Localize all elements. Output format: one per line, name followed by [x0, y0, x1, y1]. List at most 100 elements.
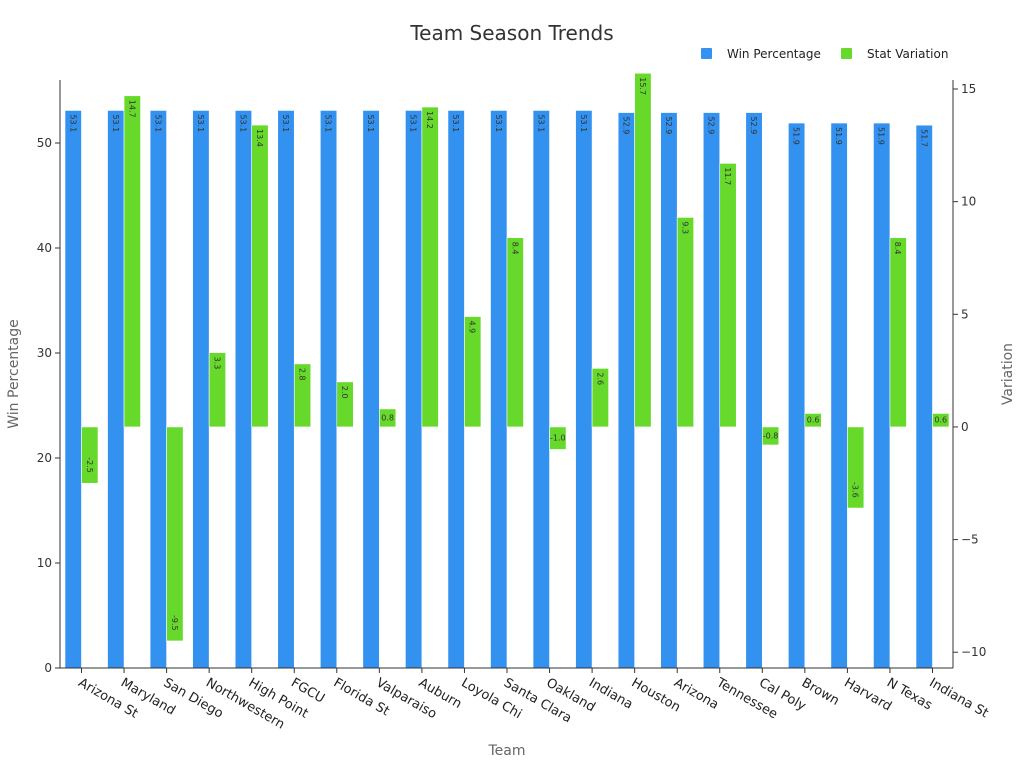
data-label-stat-variation-harvard: -3.6	[851, 482, 860, 498]
data-label-stat-variation-santa-clara: 8.4	[510, 242, 519, 255]
legend-label-win-percentage: Win Percentage	[727, 47, 821, 61]
bar-stat-variation-harvard	[847, 426, 865, 509]
bar-stat-variation-arizona-st	[81, 426, 99, 484]
bar-stat-variation-n-texas	[889, 237, 907, 428]
bar-stat-variation-cal-poly	[761, 426, 780, 446]
bar-stat-variation-valparaiso	[379, 408, 397, 428]
bar-stat-variation-tennessee	[719, 163, 737, 428]
bar-win-percentage-santa-clara	[490, 110, 508, 669]
data-label-win-percentage-loyola-chi: 53.1	[451, 114, 460, 132]
y-axis-ticks: 0 10 20 30 40 50	[37, 136, 60, 675]
data-label-stat-variation-houston: 15.7	[638, 77, 647, 95]
bar-stat-variation-fgcu	[293, 363, 312, 428]
legend-label-stat-variation: Stat Variation	[867, 47, 948, 61]
data-label-win-percentage-indiana: 53.1	[579, 114, 588, 132]
bar-stat-variation-santa-clara	[506, 237, 524, 428]
bar-win-percentage-auburn	[405, 110, 423, 669]
bar-win-percentage-harvard	[830, 122, 848, 669]
bar-win-percentage-fgcu	[277, 110, 295, 669]
bar-win-percentage-indiana-st	[915, 124, 933, 669]
bar-win-percentage-high-point	[234, 110, 252, 669]
bar-win-percentage-indiana	[575, 110, 593, 669]
data-label-stat-variation-maryland: 14.7	[127, 100, 136, 118]
bar-win-percentage-oakland	[532, 110, 550, 669]
data-label-win-percentage-brown: 51.9	[792, 127, 801, 145]
data-label-stat-variation-high-point: 13.4	[255, 129, 264, 147]
data-label-stat-variation-tennessee: 11.7	[723, 167, 732, 185]
data-label-stat-variation-indiana-st: 0.6	[934, 416, 947, 425]
bar-win-percentage-tennessee	[702, 112, 721, 669]
bar-stat-variation-northwestern	[208, 352, 226, 428]
legend: Win Percentage Stat Variation	[701, 47, 948, 61]
y-axis-label: Win Percentage	[6, 319, 22, 429]
y-tick-label: 20	[37, 451, 52, 465]
bar-win-percentage-florida-st	[319, 110, 338, 669]
y2-tick-label: −5	[961, 533, 979, 547]
data-label-win-percentage-n-texas: 51.9	[877, 127, 886, 145]
y-tick-label: 50	[37, 136, 52, 150]
data-label-win-percentage-oakland: 53.1	[536, 114, 545, 132]
data-label-stat-variation-cal-poly: -0.8	[763, 431, 779, 440]
data-label-stat-variation-auburn: 14.2	[425, 111, 434, 129]
bar-win-percentage-cal-poly	[745, 112, 763, 669]
data-label-win-percentage-maryland: 53.1	[111, 114, 120, 132]
y2-tick-label: 5	[961, 307, 969, 321]
data-label-stat-variation-brown: 0.6	[807, 416, 820, 425]
data-label-win-percentage-northwestern: 53.1	[196, 114, 205, 132]
y-tick-label: 40	[37, 241, 52, 255]
data-label-stat-variation-san-diego: -9.5	[170, 615, 179, 631]
data-label-win-percentage-san-diego: 53.1	[153, 114, 162, 132]
y2-tick-label: 10	[961, 195, 976, 209]
data-label-win-percentage-arizona-st: 53.1	[68, 114, 77, 132]
bar-stat-variation-arizona	[676, 217, 695, 428]
y-tick-label: 30	[37, 346, 52, 360]
bar-win-percentage-arizona	[660, 112, 678, 669]
legend-swatch-stat-variation	[841, 48, 852, 59]
x-axis-label: Team	[487, 743, 525, 759]
data-label-stat-variation-loyola-chi: 4.9	[468, 321, 477, 334]
chart-title: Team Season Trends	[409, 21, 613, 45]
bar-stat-variation-indiana	[591, 368, 609, 428]
bar-win-percentage-san-diego	[149, 110, 167, 669]
data-label-win-percentage-tennessee: 52.9	[707, 117, 716, 135]
bar-win-percentage-valparaiso	[362, 110, 380, 669]
bar-win-percentage-houston	[617, 112, 635, 669]
bar-stat-variation-houston	[634, 72, 652, 428]
bar-win-percentage-arizona-st	[64, 110, 82, 669]
bar-stat-variation-florida-st	[336, 381, 354, 428]
data-label-win-percentage-fgcu: 53.1	[281, 114, 290, 132]
y2-tick-label: 0	[961, 420, 969, 434]
bar-win-percentage-maryland	[107, 110, 125, 669]
x-tick-label-harvard: Harvard	[841, 675, 894, 714]
data-label-win-percentage-valparaiso: 53.1	[366, 114, 375, 132]
data-label-stat-variation-arizona-st: -2.5	[85, 457, 94, 473]
bar-stat-variation-indiana-st	[932, 413, 950, 428]
data-label-win-percentage-harvard: 51.9	[834, 127, 843, 145]
data-label-win-percentage-houston: 52.9	[621, 117, 630, 135]
data-label-win-percentage-indiana-st: 51.7	[919, 129, 928, 147]
data-label-stat-variation-indiana: 2.6	[595, 372, 604, 385]
data-label-stat-variation-northwestern: 3.3	[212, 357, 221, 370]
bar-win-percentage-northwestern	[192, 110, 210, 669]
legend-swatch-win-percentage	[701, 48, 712, 59]
y2-tick-label: −10	[961, 645, 986, 659]
y2-tick-label: 15	[961, 82, 976, 96]
y2-axis-ticks: −10 −5 0 5 10 15	[953, 82, 986, 659]
bar-stat-variation-san-diego	[166, 426, 184, 642]
data-label-win-percentage-high-point: 53.1	[238, 114, 247, 132]
data-label-stat-variation-valparaiso: 0.8	[381, 413, 394, 422]
data-label-stat-variation-oakland: -1.0	[550, 434, 566, 443]
bar-labels: 53.1 -2.5 53.1 14.7 53.1 -9.5 53.1 3.3 53.1 13.4 5…	[68, 77, 947, 630]
bar-stat-variation-auburn	[421, 106, 439, 428]
bar-win-percentage-brown	[788, 122, 806, 669]
data-label-win-percentage-cal-poly: 52.9	[749, 117, 758, 135]
bars	[64, 72, 950, 669]
bar-stat-variation-oakland	[549, 426, 567, 450]
data-label-win-percentage-arizona: 52.9	[664, 117, 673, 135]
y-tick-label: 0	[44, 661, 52, 675]
data-label-win-percentage-santa-clara: 53.1	[494, 114, 503, 132]
bar-stat-variation-brown	[804, 413, 822, 428]
x-tick-label-n-texas: N Texas	[884, 675, 935, 713]
bar-stat-variation-loyola-chi	[464, 316, 482, 428]
